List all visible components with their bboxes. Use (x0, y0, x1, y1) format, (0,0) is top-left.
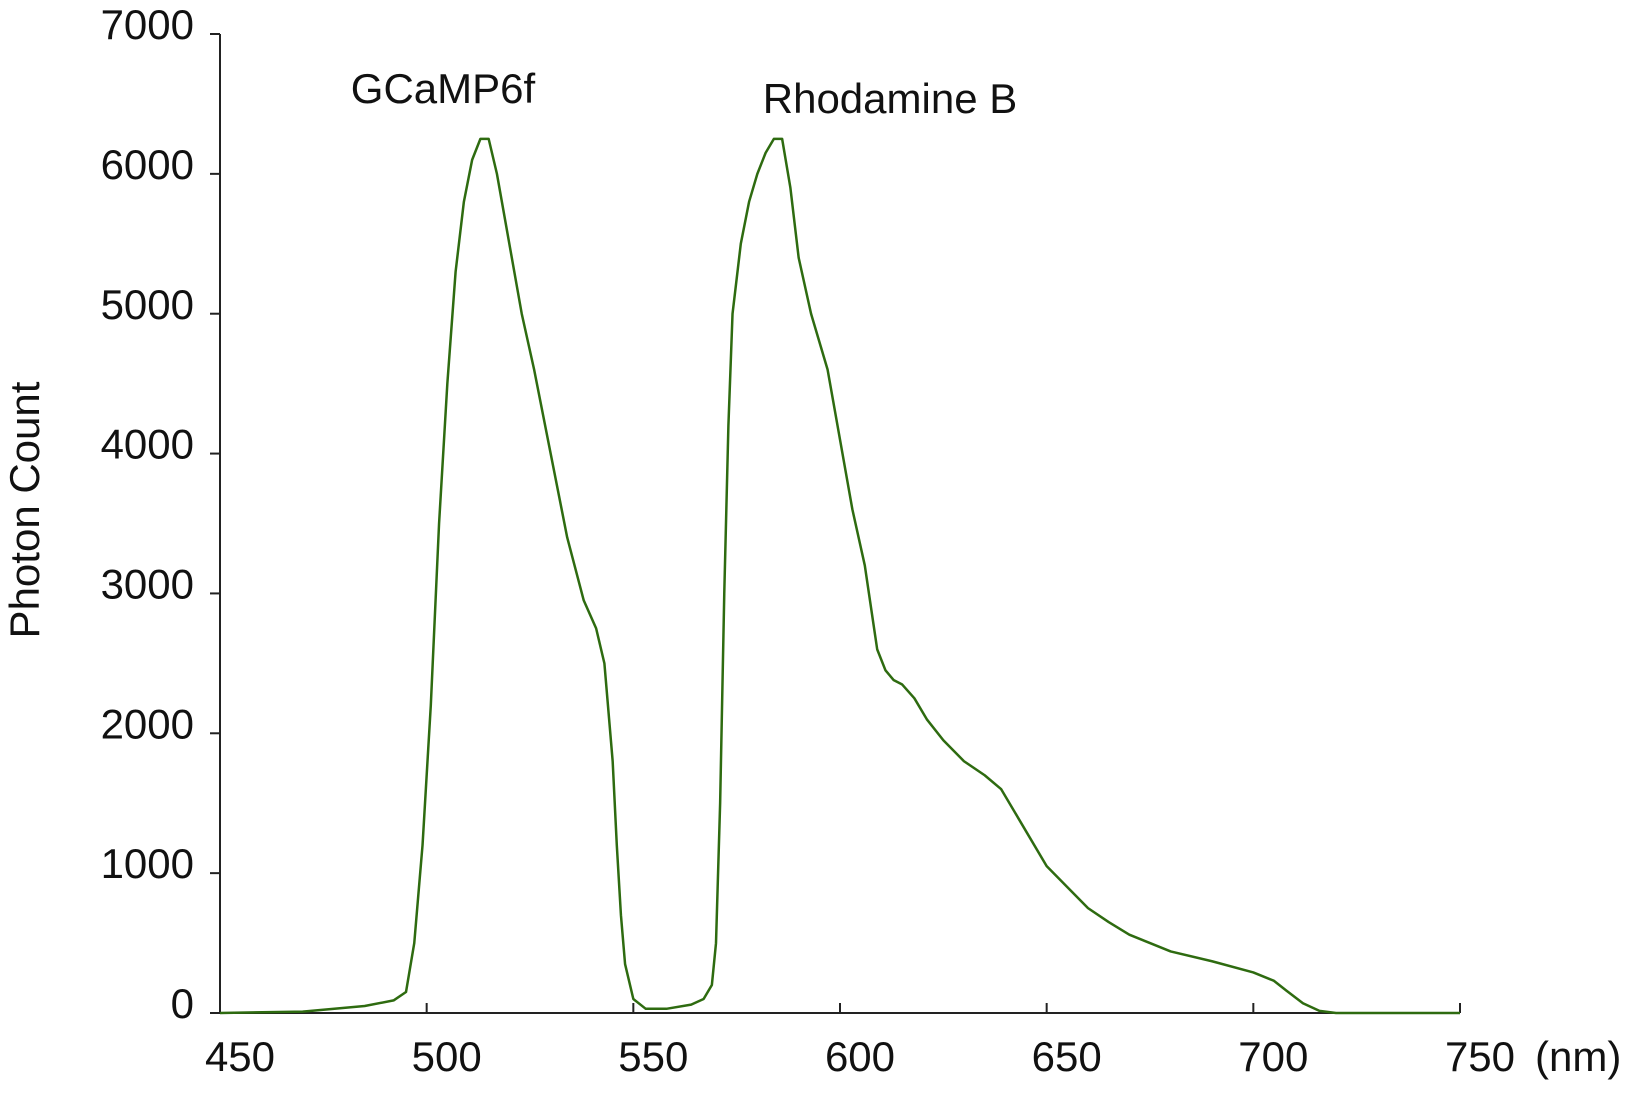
x-tick-label: 600 (825, 1033, 895, 1080)
data-line (219, 137, 1460, 1015)
y-tick-label: 5000 (101, 281, 194, 328)
x-tick-label: 450 (205, 1033, 275, 1080)
y-tick-label: 4000 (101, 421, 194, 468)
y-tick-label: 3000 (101, 561, 194, 608)
x-tick-label: 550 (618, 1033, 688, 1080)
annotation: GCaMP6f (351, 65, 536, 112)
y-tick-label: 0 (171, 980, 194, 1027)
y-tick-label: 7000 (101, 1, 194, 48)
x-tick-label: 500 (412, 1033, 482, 1080)
x-axis-label: (nm) (1535, 1033, 1621, 1080)
y-tick-label: 2000 (101, 700, 194, 747)
x-tick-label: 650 (1032, 1033, 1102, 1080)
x-tick-label: 700 (1238, 1033, 1308, 1080)
y-tick-label: 1000 (101, 840, 194, 887)
y-axis-label: Photon Count (1, 381, 48, 638)
y-tick-label: 6000 (101, 141, 194, 188)
x-tick-label: 750 (1445, 1033, 1515, 1080)
annotation: Rhodamine B (763, 75, 1017, 122)
